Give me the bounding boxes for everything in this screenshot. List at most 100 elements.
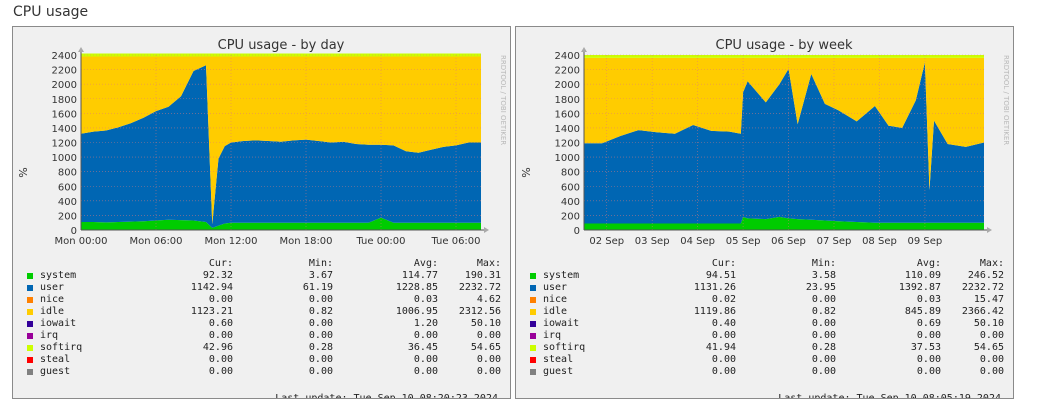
y-tick-label: 400 [58, 197, 77, 208]
y-tick-label: 2000 [52, 80, 77, 91]
legend-avg-value: 0.00 [916, 366, 941, 377]
legend-min-value: 0.82 [308, 306, 333, 317]
legend-swatch-iowait [27, 321, 33, 327]
legend-swatch-system [530, 273, 536, 279]
legend-row-user: user 1131.26 23.95 1392.87 2232.72 [516, 282, 1013, 294]
legend-series-name: system [40, 270, 77, 281]
x-tick-label: 02 Sep [589, 236, 624, 247]
legend-header: Min: [308, 258, 333, 269]
legend-max-value: 0.00 [476, 354, 501, 365]
series-area-idle [584, 57, 984, 190]
y-tick-label: 600 [58, 182, 77, 193]
legend-series-name: iowait [40, 318, 77, 329]
legend-row-idle: idle 1123.21 0.82 1006.95 2312.56 [13, 306, 510, 318]
legend-swatch-iowait [530, 321, 536, 327]
chart-title: CPU usage - by day [218, 38, 345, 53]
y-tick-label: 0 [574, 226, 580, 237]
legend-min-value: 0.00 [811, 330, 836, 341]
y-tick-label: 1000 [52, 153, 77, 164]
series-area-system [584, 216, 984, 230]
legend-avg-value: 0.00 [413, 354, 438, 365]
legend-swatch-system [27, 273, 33, 279]
x-tick-label: 06 Sep [771, 236, 806, 247]
legend-series-name: irq [543, 330, 562, 341]
y-tick-label: 1800 [555, 95, 580, 106]
legend-max-value: 0.00 [476, 366, 501, 377]
x-tick-label: 04 Sep [680, 236, 715, 247]
y-axis-label: % [17, 167, 30, 177]
cpu-usage-day-graph[interactable]: CPU usage - by day% RRDTOOL / TOBI OETIKE… [12, 26, 511, 399]
legend-max-value: 0.00 [476, 330, 501, 341]
legend-avg-value: 1.20 [413, 318, 438, 329]
chart-svg: CPU usage - by day% RRDTOOL / TOBI OETIKE… [17, 38, 507, 247]
legend-swatch-irq [530, 333, 536, 339]
legend-min-value: 3.58 [811, 270, 836, 281]
y-tick-label: 1200 [555, 139, 580, 150]
legend-cur-value: 0.00 [711, 366, 736, 377]
legend-max-value: 2366.42 [961, 306, 1004, 317]
x-tick-label: 07 Sep [817, 236, 852, 247]
x-tick-label: 05 Sep [726, 236, 761, 247]
y-axis-arrow [78, 47, 84, 52]
legend-min-value: 0.00 [308, 318, 333, 329]
y-tick-label: 600 [561, 182, 580, 193]
legend-series-name: user [543, 282, 568, 293]
legend-header: Avg: [916, 258, 941, 269]
y-tick-label: 800 [58, 168, 77, 179]
y-tick-label: 200 [561, 211, 580, 222]
legend-cur-value: 1119.86 [693, 306, 736, 317]
legend-min-value: 0.00 [811, 366, 836, 377]
rrdtool-side-label: RRDTOOL / TOBI OETIKER [499, 55, 507, 145]
cpu-usage-week-graph[interactable]: CPU usage - by week% RRDTOOL / TOBI OETIK… [515, 26, 1014, 399]
legend-swatch-irq [27, 333, 33, 339]
legend-cur-value: 1142.94 [190, 282, 233, 293]
legend-avg-value: 1228.85 [395, 282, 438, 293]
legend-min-value: 0.00 [811, 294, 836, 305]
legend-row-nice: nice 0.00 0.00 0.03 4.62 [13, 294, 510, 306]
legend-row-softirq: softirq 41.94 0.28 37.53 54.65 [516, 342, 1013, 354]
y-tick-label: 800 [561, 168, 580, 179]
legend-cur-value: 0.02 [711, 294, 736, 305]
legend-row-softirq: softirq 42.96 0.28 36.45 54.65 [13, 342, 510, 354]
legend-max-value: 50.10 [470, 318, 501, 329]
y-tick-label: 1400 [555, 124, 580, 135]
x-tick-label: 08 Sep [862, 236, 897, 247]
legend-avg-value: 1392.87 [898, 282, 941, 293]
legend-max-value: 2232.72 [961, 282, 1004, 293]
legend-swatch-idle [27, 309, 33, 315]
x-tick-label: Mon 00:00 [54, 236, 107, 247]
legend-swatch-softirq [27, 345, 33, 351]
y-tick-label: 2400 [555, 51, 580, 62]
x-tick-label: Tue 06:00 [430, 236, 480, 247]
y-tick-label: 1600 [555, 109, 580, 120]
series-area-softirq [584, 55, 984, 58]
legend-max-value: 2312.56 [458, 306, 501, 317]
legend-row-iowait: iowait 0.40 0.00 0.69 50.10 [516, 318, 1013, 330]
legend-row-nice: nice 0.02 0.00 0.03 15.47 [516, 294, 1013, 306]
legend-cur-value: 0.00 [208, 330, 233, 341]
y-axis-label: % [520, 167, 533, 177]
legend-avg-value: 0.03 [413, 294, 438, 305]
legend-min-value: 0.00 [811, 318, 836, 329]
legend-avg-value: 845.89 [904, 306, 941, 317]
legend-cur-value: 0.00 [711, 354, 736, 365]
last-update: Last update: Tue Sep 10 08:05:19 2024 [778, 393, 1001, 399]
legend-min-value: 0.00 [308, 366, 333, 377]
legend-row-user: user 1142.94 61.19 1228.85 2232.72 [13, 282, 510, 294]
legend-swatch-guest [530, 369, 536, 375]
y-tick-label: 400 [561, 197, 580, 208]
y-tick-label: 0 [71, 226, 77, 237]
legend-avg-value: 0.00 [413, 366, 438, 377]
y-tick-label: 2000 [555, 80, 580, 91]
legend-row-steal: steal 0.00 0.00 0.00 0.00 [13, 354, 510, 366]
x-tick-label: 09 Sep [908, 236, 943, 247]
last-update: Last update: Tue Sep 10 08:20:23 2024 [275, 393, 498, 399]
legend-series-name: guest [543, 366, 574, 377]
legend-min-value: 23.95 [805, 282, 836, 293]
legend-series-name: softirq [40, 342, 83, 353]
y-tick-label: 2200 [52, 66, 77, 77]
legend-cur-value: 0.60 [208, 318, 233, 329]
legend-min-value: 0.00 [811, 354, 836, 365]
legend-avg-value: 0.03 [916, 294, 941, 305]
legend-swatch-nice [27, 297, 33, 303]
